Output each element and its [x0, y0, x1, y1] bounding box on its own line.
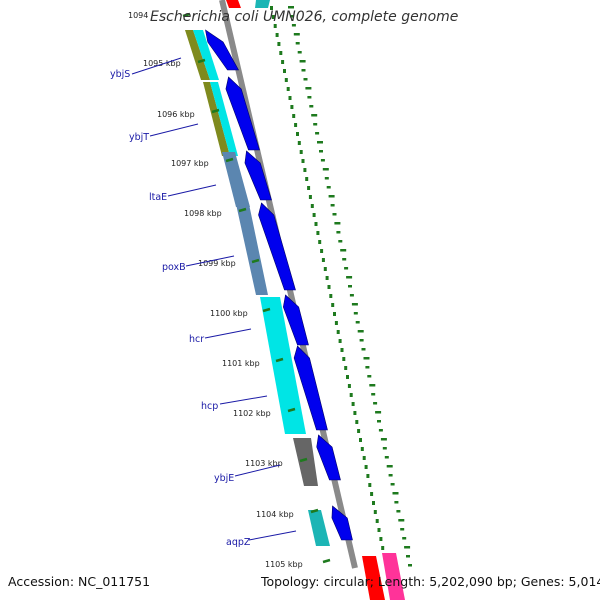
kbp-tick-mark — [310, 508, 319, 514]
gene-leader-line — [167, 184, 217, 197]
kbp-tick-mark — [211, 108, 220, 114]
kbp-tick-label: 1100 kbp — [210, 309, 248, 318]
kbp-tick-mark — [182, 12, 191, 18]
gene-leader-line — [149, 123, 199, 137]
kbp-tick-label: 1097 kbp — [171, 159, 209, 168]
kbp-tick-label: 1102 kbp — [233, 409, 271, 418]
kbp-tick-label: 1105 kbp — [265, 560, 303, 569]
gene-leader-line — [185, 255, 235, 267]
gene-arrow-track — [205, 29, 353, 541]
kbp-tick-mark — [275, 357, 284, 363]
accession-text: Accession: NC_011751 — [8, 574, 151, 589]
kbp-tick-label: 1099 kbp — [198, 259, 236, 268]
gene-arrow — [225, 76, 260, 151]
gene-labels: ybjS ybjT ltaE poxB hcr hcp ybjE aqpZ — [110, 57, 297, 548]
gene-label: hcr — [189, 334, 204, 345]
gene-arrow — [316, 434, 341, 481]
kbp-tick-mark — [299, 457, 308, 463]
gene-label: ltaE — [149, 192, 167, 203]
gene-label: ybjE — [214, 473, 234, 484]
kbp-tick-label: 1098 kbp — [184, 209, 222, 218]
gene-arrow — [244, 150, 272, 201]
kbp-ticks: 1094 1095 kbp 1096 kbp 1097 kbp 1098 kbp 1099… — [128, 11, 331, 569]
kbp-tick-mark — [287, 407, 296, 413]
gene-label: hcp — [201, 401, 218, 412]
gene-leader-line — [234, 464, 281, 477]
gene-label: aqpZ — [226, 537, 251, 548]
kbp-tick-mark — [238, 207, 247, 213]
kbp-tick-label: 1096 kbp — [157, 110, 195, 119]
kbp-tick-label: 1095 kbp — [143, 59, 181, 68]
gene-leader-line — [248, 530, 297, 541]
gene-label: ybjT — [129, 132, 149, 143]
gene-label: poxB — [162, 262, 186, 273]
gene-leader-line — [131, 57, 182, 75]
kbp-tick-mark — [225, 157, 234, 163]
kbp-tick-label: 1094 — [128, 11, 148, 20]
gene-arrow — [331, 505, 353, 541]
gene-label: ybjS — [110, 69, 130, 80]
kbp-tick-label: 1104 kbp — [256, 510, 294, 519]
cog-color-track — [185, 0, 405, 600]
kbp-tick-mark — [197, 58, 206, 64]
gene-arrow — [293, 345, 328, 431]
map-title: Escherichia coli UMN026, complete genome — [150, 9, 459, 25]
gene-arrow — [205, 29, 240, 71]
gene-leader-line — [204, 328, 252, 339]
gene-arrow — [282, 294, 309, 346]
kbp-tick-mark — [322, 558, 331, 564]
summary-text: Topology: circular; Length: 5,202,090 bp… — [261, 574, 600, 589]
gc-skew-track — [270, 6, 412, 568]
kbp-tick-label: 1101 kbp — [222, 359, 260, 368]
gene-arrow — [258, 202, 296, 291]
kbp-tick-mark — [251, 258, 260, 264]
kbp-tick-label: 1103 kbp — [245, 459, 283, 468]
kbp-tick-mark — [262, 307, 271, 313]
gene-leader-line — [219, 395, 268, 405]
